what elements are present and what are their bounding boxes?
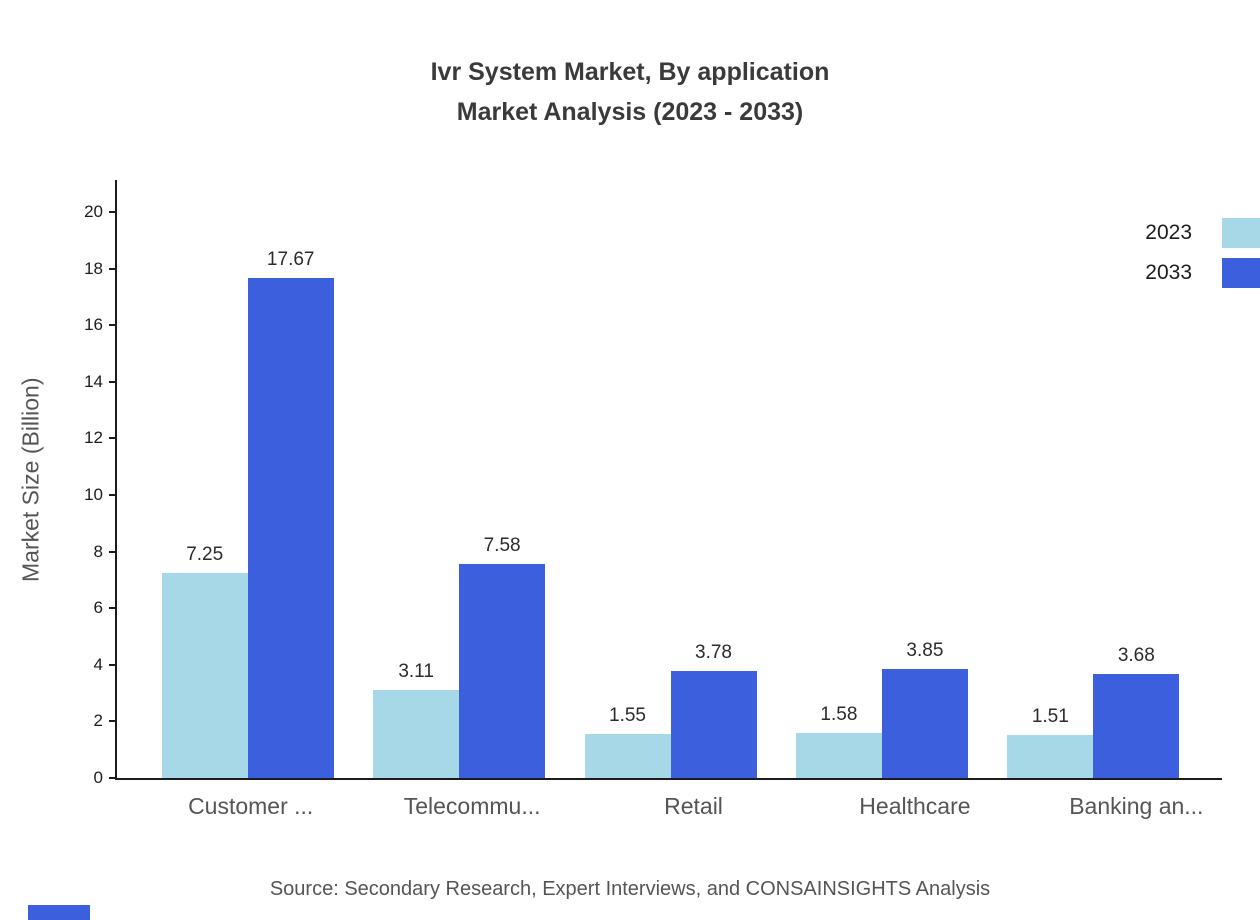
bar-2033: 17.67 [247, 249, 334, 778]
bar-value-label: 3.85 [906, 640, 944, 662]
y-tick-label: 16 [84, 315, 103, 335]
bar-group: 3.11 7.58 [353, 180, 564, 778]
y-tick-mark [109, 777, 117, 779]
y-tick-label: 14 [84, 371, 103, 391]
legend-item: 2023 [1145, 218, 1260, 248]
bar-2033: 3.68 [1093, 645, 1180, 778]
bar-2033: 7.58 [459, 535, 546, 778]
legend-item: 2033 [1145, 258, 1260, 288]
y-tick-mark [109, 494, 117, 496]
bar-2023: 3.11 [373, 661, 460, 778]
y-tick-label: 12 [84, 428, 103, 448]
brand-mark [28, 905, 90, 920]
y-tick-label: 6 [93, 598, 103, 618]
bar-group: 7.25 17.67 [142, 180, 353, 778]
bar-2023: 1.58 [795, 704, 882, 778]
bar-groups: 7.25 17.67 3.11 7.58 1.55 3.78 1.58 3.85 1.51 3.6… [117, 180, 1222, 778]
y-tick-label: 20 [84, 202, 103, 221]
chart-title-line1: Ivr System Market, By application [430, 58, 830, 86]
y-tick-mark [109, 663, 117, 666]
bar-value-label: 3.78 [695, 642, 733, 664]
bar-value-label: 1.51 [1031, 706, 1069, 728]
y-tick-mark [109, 607, 117, 610]
bar-group: 1.51 3.68 [988, 180, 1199, 778]
bar-value-label: 7.25 [186, 543, 224, 565]
bar-value-label: 17.67 [266, 248, 315, 270]
bar-value-label: 7.58 [483, 534, 521, 556]
legend-label: 2033 [1145, 261, 1192, 284]
bar-group: 1.58 3.85 [776, 180, 987, 778]
bar-group: 1.55 3.78 [565, 180, 776, 778]
bar-value-label: 3.11 [398, 661, 434, 682]
bar-value-label: 1.58 [820, 704, 858, 726]
y-axis-title: Market Size (Billion) [17, 377, 44, 583]
chart-title: Ivr System Market, By application Market… [0, 52, 1260, 132]
y-tick-mark [109, 211, 117, 213]
y-tick-label: 8 [93, 541, 103, 561]
bar-2033: 3.85 [881, 640, 968, 778]
y-tick-mark [109, 380, 117, 383]
legend-swatch [1222, 258, 1260, 288]
x-category-label: Banking an... [1069, 793, 1204, 819]
y-tick-mark [109, 267, 117, 270]
y-tick-label: 2 [93, 711, 103, 731]
chart-title-line2: Market Analysis (2023 - 2033) [456, 98, 804, 126]
y-tick-label: 18 [84, 258, 103, 278]
y-tick-mark [109, 720, 117, 723]
x-axis-category-labels: Customer ... Telecommu... Retail Healthcare… [115, 793, 1260, 820]
x-category-label: Telecommu... [403, 793, 541, 819]
y-tick-mark [109, 437, 117, 440]
y-tick-label: 4 [93, 654, 103, 674]
legend-label: 2023 [1145, 221, 1192, 244]
y-tick-mark [109, 324, 117, 327]
bar-value-label: 3.68 [1117, 644, 1155, 666]
legend: 2023 2033 [1145, 218, 1260, 298]
legend-swatch [1222, 218, 1260, 248]
bar-value-label: 1.55 [609, 705, 647, 727]
x-category-label: Healthcare [859, 793, 971, 819]
bar-2033: 3.78 [670, 642, 757, 778]
y-tick-mark [109, 550, 117, 553]
plot-area: 0 2 4 6 8 10 12 14 16 18 20 7.25 17.67 3.11 7.58 1.55 3… [84, 180, 1222, 787]
source-note: Source: Secondary Research, Expert Inter… [269, 878, 991, 900]
y-tick-label: 0 [93, 768, 103, 787]
bar-2023: 1.51 [1007, 706, 1094, 778]
x-category-label: Retail [664, 793, 723, 819]
bar-2023: 1.55 [584, 705, 671, 778]
x-category-label: Customer ... [188, 793, 314, 819]
bar-2023: 7.25 [161, 544, 248, 778]
y-tick-label: 10 [84, 485, 103, 504]
